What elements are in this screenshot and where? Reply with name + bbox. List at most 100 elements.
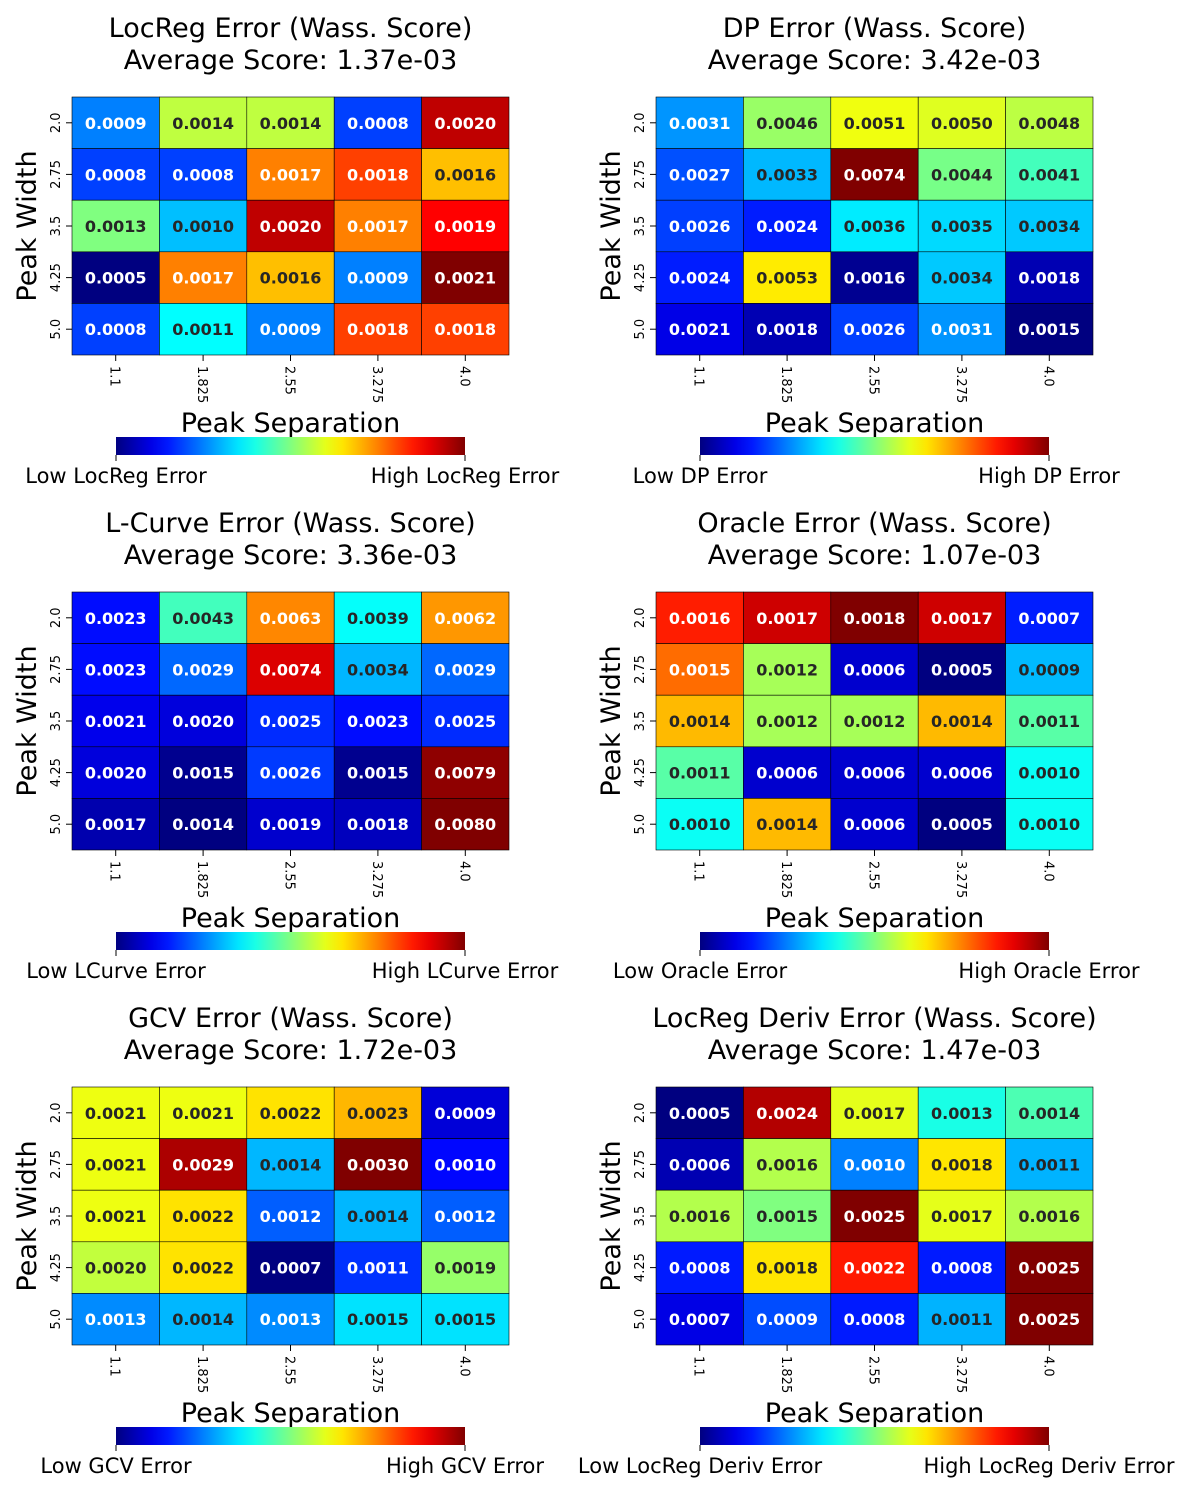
heatmap-cell: [1005, 746, 1094, 799]
x-tick-label: 1.1: [691, 861, 706, 882]
chart-subtitle: Average Score: 1.37e-03: [124, 45, 458, 76]
cell-value-label: 0.0018: [931, 1155, 993, 1174]
cell-value-label: 0.0008: [931, 1259, 993, 1278]
heatmap-cell: [830, 1138, 919, 1191]
x-tick-label: 4.0: [456, 1356, 471, 1377]
cell-value-label: 0.0020: [85, 1259, 147, 1278]
y-axis-label: Peak Width: [596, 1140, 627, 1291]
cell-value-label: 0.0010: [172, 217, 234, 236]
cell-value-label: 0.0013: [931, 1104, 993, 1123]
heatmap-cell: [159, 694, 248, 748]
heatmap-cell: [1005, 199, 1094, 253]
colorbar: [700, 932, 1049, 950]
cell-value-label: 0.0006: [756, 764, 818, 783]
cell-value-label: 0.0025: [844, 1207, 906, 1226]
cell-value-label: 0.0015: [669, 660, 731, 679]
heatmap-cell: [655, 694, 744, 748]
heatmap-cell: [71, 96, 160, 149]
heatmap-cell: [917, 1086, 1006, 1139]
cell-value-label: 0.0074: [260, 660, 322, 679]
cell-value-label: 0.0010: [844, 1155, 906, 1174]
colorbar: [116, 1427, 465, 1445]
heatmap-cell: [71, 148, 160, 201]
heatmap-cell: [333, 798, 422, 851]
y-tick-label: 2.75: [633, 1150, 648, 1179]
heatmap-cell: [159, 1086, 248, 1139]
x-axis-label: Peak Separation: [765, 903, 985, 934]
colorbar: [700, 437, 1049, 455]
cell-value-label: 0.0010: [669, 815, 731, 834]
cell-value-label: 0.0024: [756, 217, 818, 236]
cell-value-label: 0.0011: [172, 320, 234, 339]
cell-value-label: 0.0015: [347, 764, 409, 783]
cell-value-label: 0.0025: [1018, 1259, 1080, 1278]
cell-value-label: 0.0020: [260, 217, 322, 236]
colorbar: [700, 1427, 1049, 1445]
cell-value-label: 0.0014: [1018, 1104, 1080, 1123]
cell-value-label: 0.0018: [347, 815, 409, 834]
colorbar-high-label: High LocReg Deriv Error: [923, 1454, 1174, 1478]
cell-value-label: 0.0029: [172, 660, 234, 679]
cell-value-label: 0.0023: [347, 1104, 409, 1123]
cell-value-label: 0.0015: [347, 1310, 409, 1329]
heatmap-cell: [1005, 643, 1094, 696]
colorbar: [116, 932, 465, 950]
cell-value-label: 0.0021: [669, 320, 731, 339]
heatmap-cell: [159, 591, 248, 644]
cell-value-label: 0.0011: [1018, 712, 1080, 731]
x-tick-label: 1.825: [778, 861, 793, 898]
heatmap-cell: [743, 643, 832, 696]
x-axis-label: Peak Separation: [181, 408, 401, 439]
cell-value-label: 0.0017: [347, 217, 409, 236]
heatmap-cell: [246, 96, 335, 149]
cell-value-label: 0.0017: [756, 609, 818, 628]
cell-value-label: 0.0023: [85, 660, 147, 679]
x-tick-label: 4.0: [1040, 1356, 1055, 1377]
cell-value-label: 0.0005: [931, 815, 993, 834]
y-tick-label: 2.0: [49, 112, 64, 133]
cell-value-label: 0.0010: [1018, 764, 1080, 783]
heatmap-cell: [655, 1138, 744, 1191]
heatmap-cell: [421, 798, 510, 851]
y-tick-label: 2.0: [49, 607, 64, 628]
heatmap-cell: [159, 303, 248, 356]
heatmap-cell: [71, 1293, 160, 1346]
y-tick-label: 5.0: [633, 1309, 648, 1330]
x-tick-label: 1.825: [194, 1356, 209, 1393]
x-tick-label: 2.55: [282, 1356, 297, 1385]
heatmap-cell: [421, 251, 510, 304]
cell-value-label: 0.0033: [756, 165, 818, 184]
cell-value-label: 0.0012: [260, 1207, 322, 1226]
x-tick-label: 1.825: [194, 861, 209, 898]
x-tick-label: 3.275: [953, 366, 968, 403]
cell-value-label: 0.0014: [172, 815, 234, 834]
cell-value-label: 0.0008: [347, 114, 409, 133]
heatmap-cell: [830, 1189, 919, 1243]
cell-value-label: 0.0012: [434, 1207, 496, 1226]
heatmap-cell: [1005, 694, 1094, 748]
heatmap-cell: [333, 1086, 422, 1139]
heatmap-cell: [71, 1241, 160, 1294]
cell-value-label: 0.0010: [1018, 815, 1080, 834]
heatmap-cell: [333, 643, 422, 696]
heatmap-cell: [917, 1241, 1006, 1294]
cell-value-label: 0.0009: [434, 1104, 496, 1123]
heatmap-cell: [830, 694, 919, 748]
cell-value-label: 0.0014: [260, 1155, 322, 1174]
heatmap-cell: [917, 1293, 1006, 1346]
heatmap-cell: [655, 148, 744, 201]
x-axis-label: Peak Separation: [765, 408, 985, 439]
cell-value-label: 0.0014: [172, 1310, 234, 1329]
y-tick-label: 2.75: [49, 655, 64, 684]
heatmap-cell: [1005, 798, 1094, 851]
x-tick-label: 1.1: [107, 1356, 122, 1377]
heatmap-cell: [333, 1293, 422, 1346]
heatmap-cell: [246, 746, 335, 799]
cell-value-label: 0.0014: [172, 114, 234, 133]
heatmap-cell: [1005, 591, 1094, 644]
x-tick-label: 1.1: [107, 861, 122, 882]
heatmap-cell: [917, 591, 1006, 644]
cell-value-label: 0.0009: [347, 269, 409, 288]
heatmap-cell: [246, 1189, 335, 1243]
cell-value-label: 0.0012: [844, 712, 906, 731]
